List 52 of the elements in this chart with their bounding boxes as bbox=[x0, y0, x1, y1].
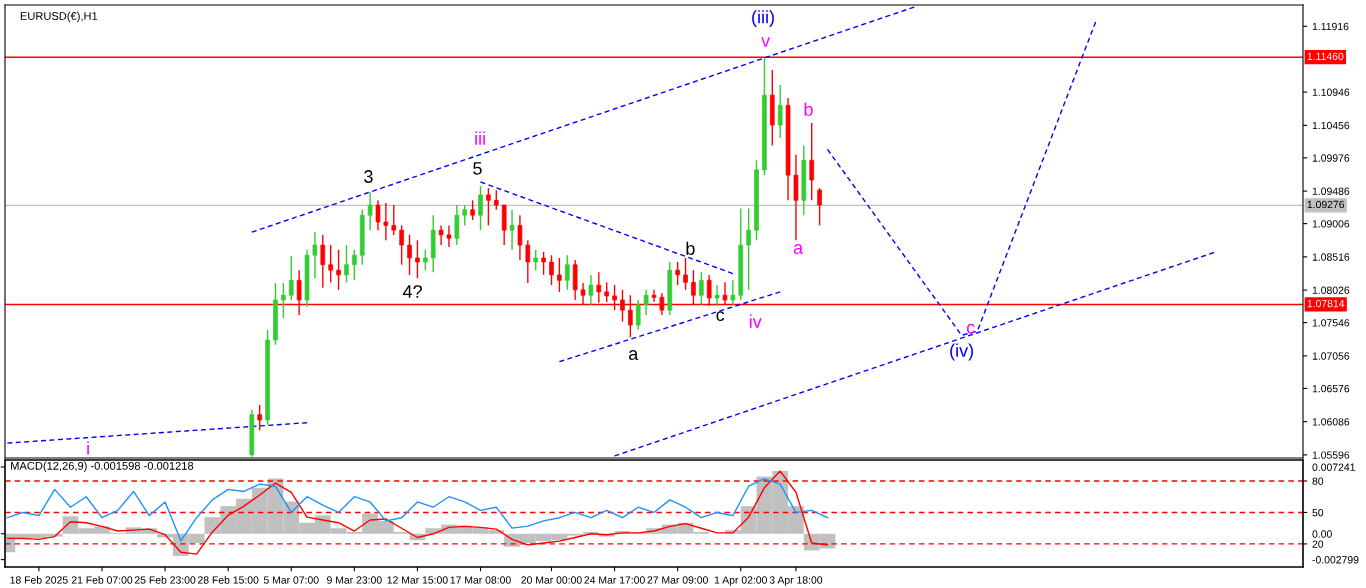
annotation: v bbox=[761, 37, 771, 47]
x-tick-label: 12 Mar 15:00 bbox=[387, 576, 448, 584]
x-tick-label: 18 Feb 2025 bbox=[10, 576, 68, 584]
y-tick-label: 0.007241 bbox=[1312, 463, 1355, 471]
y2-tick-label: 50 bbox=[1312, 508, 1324, 517]
x-tick-label: 21 Feb 07:00 bbox=[71, 576, 133, 584]
annotation: c bbox=[966, 323, 975, 334]
text: EURUSD(€),H1 bbox=[20, 11, 98, 23]
x-tick-label: 5 Mar 07:00 bbox=[263, 576, 319, 584]
annotation: 3 bbox=[364, 170, 373, 183]
ref-line-label: 1.11460 bbox=[1307, 52, 1344, 61]
y-tick-label: 1.09486 bbox=[1312, 187, 1350, 195]
annotation: (iv) bbox=[950, 343, 974, 361]
x-tick-label: 24 Mar 17:00 bbox=[584, 576, 645, 584]
annotation: iii bbox=[475, 131, 485, 145]
annotation: a bbox=[628, 350, 639, 361]
x-tick-label: 1 Apr 02:00 bbox=[714, 576, 767, 586]
y-tick-label: 1.06086 bbox=[1312, 418, 1350, 426]
x-tick-label: 25 Feb 23:00 bbox=[134, 576, 196, 584]
y-tick-label: 1.11916 bbox=[1312, 22, 1349, 31]
y2-tick-label: 80 bbox=[1312, 477, 1324, 485]
y-tick-label: 1.05596 bbox=[1312, 451, 1350, 459]
annotation: a bbox=[793, 244, 804, 255]
x-tick-label: 28 Feb 15:00 bbox=[198, 576, 259, 584]
y-tick-label: 1.06576 bbox=[1312, 384, 1350, 393]
x-tick-label: 3 Apr 18:00 bbox=[769, 576, 823, 586]
annotation: 4? bbox=[402, 285, 422, 298]
y-tick-label: 1.08516 bbox=[1312, 253, 1350, 261]
ref-line-label: 1.07814 bbox=[1307, 299, 1345, 308]
y-tick-label: 1.07546 bbox=[1312, 319, 1350, 327]
annotation: 5 bbox=[473, 162, 482, 175]
y-tick-label: 1.07056 bbox=[1312, 352, 1350, 360]
x-tick-label: 27 Mar 09:00 bbox=[647, 576, 708, 584]
x-tick-label: 20 Mar 00:00 bbox=[521, 576, 582, 584]
ref-line-label: 1.09276 bbox=[1307, 200, 1345, 209]
y-tick-label: 1.10946 bbox=[1312, 88, 1350, 96]
chart-title: MACD(12,26,9) -0.001598 -0.001218 bbox=[11, 461, 194, 472]
annotation: b bbox=[686, 241, 695, 255]
annotation: iv bbox=[749, 314, 762, 328]
annotation: i bbox=[87, 441, 89, 455]
annotation: (iii) bbox=[752, 10, 774, 27]
y2-tick-label: 20 bbox=[1312, 540, 1324, 548]
y-tick-label: -0.002799 bbox=[1312, 556, 1359, 564]
x-tick-label: 17 Mar 08:00 bbox=[450, 576, 511, 584]
y-tick-label: 1.09976 bbox=[1312, 154, 1350, 162]
annotation: c bbox=[716, 311, 725, 322]
annotation: b bbox=[804, 102, 813, 116]
y-tick-label: 1.09006 bbox=[1312, 220, 1350, 228]
x-tick-label: 9 Mar 23:00 bbox=[327, 576, 382, 584]
y-tick-label: 1.10456 bbox=[1312, 121, 1350, 130]
y-tick-label: 1.08026 bbox=[1312, 286, 1350, 294]
y-tick-label: 0.00 bbox=[1312, 530, 1332, 538]
